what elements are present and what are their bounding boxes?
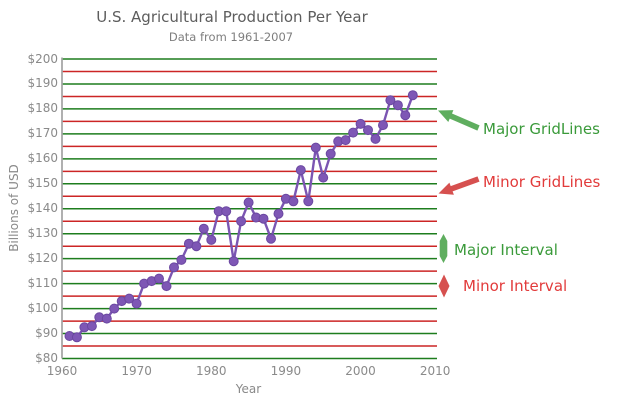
series-points (64, 90, 418, 343)
data-point (385, 95, 396, 106)
data-point (221, 206, 232, 217)
y-tick-label: $90 (35, 326, 58, 341)
x-tick-label: 2000 (345, 364, 376, 378)
data-point (407, 90, 418, 101)
y-tick-label: $190 (27, 76, 58, 91)
x-tick-label: 1970 (121, 364, 152, 378)
x-tick-label: 1960 (46, 364, 78, 378)
data-point (228, 256, 239, 267)
major-gridlines-arrow-icon (438, 110, 480, 131)
major-gridlines (62, 58, 437, 360)
chart-title: U.S. Agricultural Production Per Year (96, 8, 368, 26)
annotation-major-gridlines: Major GridLines (483, 120, 600, 138)
data-point (86, 321, 97, 332)
data-point (198, 223, 209, 234)
data-point (340, 135, 351, 146)
y-tick-label: $100 (27, 301, 58, 316)
data-point (303, 196, 314, 207)
y-tick-label: $200 (27, 51, 58, 66)
data-point (288, 196, 299, 207)
data-point (243, 197, 254, 208)
data-point (101, 313, 112, 324)
data-point (310, 142, 321, 153)
data-point (109, 303, 120, 314)
minor-gridlines-arrow-icon (438, 176, 480, 195)
data-point (370, 133, 381, 144)
data-point (169, 262, 179, 273)
chart-subtitle: Data from 1961-2007 (168, 30, 294, 44)
data-point (392, 100, 403, 111)
data-point (400, 110, 411, 121)
y-tick-label: $180 (27, 101, 58, 116)
data-point (154, 273, 164, 284)
data-point (363, 125, 373, 136)
y-tick-label: $140 (27, 201, 58, 216)
x-axis-title: Year (235, 382, 262, 396)
data-point (325, 148, 336, 159)
data-point (318, 172, 329, 183)
data-point (355, 118, 366, 129)
data-point (236, 216, 247, 227)
y-tick-label: $160 (27, 151, 58, 166)
data-point (71, 332, 82, 343)
y-tick-label: $80 (35, 351, 58, 365)
x-tick-label: 1980 (195, 364, 227, 378)
data-point (161, 281, 172, 292)
data-point (295, 165, 306, 176)
x-tick-label: 1990 (270, 364, 302, 378)
data-point (191, 241, 202, 252)
data-point (273, 208, 284, 219)
major-interval-span-icon (439, 234, 448, 263)
data-point (131, 298, 142, 309)
annotation-minor-gridlines: Minor GridLines (483, 173, 601, 191)
x-tick-label: 2010 (419, 364, 451, 378)
y-tick-label: $110 (27, 276, 58, 291)
data-point (206, 234, 217, 245)
minor-gridlines (62, 70, 437, 347)
minor-interval-span-icon (438, 274, 450, 298)
data-point (378, 120, 388, 131)
data-point (258, 213, 269, 224)
data-point (124, 293, 135, 304)
data-point (176, 254, 187, 265)
y-tick-label: $150 (27, 176, 58, 191)
data-point (266, 233, 276, 244)
y-tick-label: $120 (27, 251, 58, 266)
annotation-major-interval: Major Interval (454, 241, 558, 259)
y-tick-label: $130 (27, 226, 58, 241)
y-tick-label: $170 (27, 126, 58, 141)
annotation-minor-interval: Minor Interval (463, 277, 568, 295)
data-point (348, 127, 359, 138)
